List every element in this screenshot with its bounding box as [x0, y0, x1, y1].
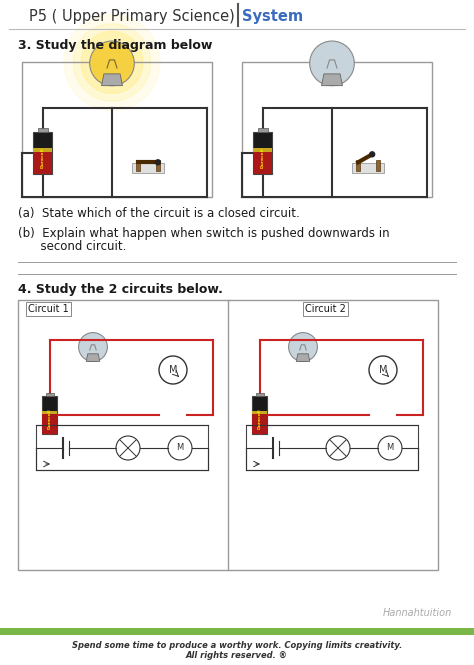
Circle shape: [73, 24, 151, 101]
Bar: [253, 411, 267, 414]
Text: M: M: [169, 365, 177, 375]
Text: (b)  Explain what happen when switch is pushed downwards in: (b) Explain what happen when switch is p…: [18, 227, 390, 239]
Text: Hannahtuition: Hannahtuition: [383, 608, 452, 618]
Bar: [34, 132, 53, 174]
Text: 4. Study the 2 circuits below.: 4. Study the 2 circuits below.: [18, 283, 223, 297]
Text: M: M: [386, 444, 393, 452]
Text: P5 ( Upper Primary Science): P5 ( Upper Primary Science): [29, 9, 235, 23]
Bar: [253, 414, 267, 434]
Text: Circuit 1: Circuit 1: [28, 304, 69, 314]
Bar: [37, 128, 48, 132]
Bar: [156, 160, 160, 172]
Text: Duracell: Duracell: [258, 408, 262, 429]
Polygon shape: [101, 74, 122, 86]
Text: Duracell: Duracell: [48, 408, 52, 429]
Text: (a)  State which of the circuit is a closed circuit.: (a) State which of the circuit is a clos…: [18, 207, 300, 219]
Text: M: M: [176, 444, 183, 452]
Polygon shape: [296, 354, 310, 361]
Text: All rights reserved. ®: All rights reserved. ®: [186, 652, 288, 660]
Bar: [137, 160, 140, 172]
Bar: [43, 414, 57, 434]
Bar: [253, 396, 267, 434]
Bar: [254, 132, 273, 174]
Bar: [0, 628, 474, 635]
Circle shape: [289, 332, 318, 361]
Bar: [242, 62, 432, 197]
Bar: [258, 128, 268, 132]
Bar: [256, 392, 264, 396]
Bar: [352, 163, 384, 174]
Circle shape: [155, 160, 160, 165]
Bar: [46, 392, 54, 396]
Bar: [36, 425, 208, 470]
Text: second circuit.: second circuit.: [18, 241, 127, 253]
Bar: [254, 152, 273, 174]
Circle shape: [370, 152, 374, 157]
Circle shape: [310, 41, 355, 86]
Bar: [132, 163, 164, 174]
Bar: [43, 411, 57, 414]
Bar: [246, 425, 418, 470]
Text: Circuit 2: Circuit 2: [305, 304, 346, 314]
Bar: [376, 160, 380, 172]
Bar: [43, 396, 57, 434]
Bar: [34, 148, 53, 152]
Text: 3. Study the diagram below: 3. Study the diagram below: [18, 39, 212, 51]
Text: M: M: [379, 365, 387, 375]
Text: System: System: [242, 9, 303, 23]
Text: Duracell: Duracell: [41, 147, 45, 168]
Bar: [34, 152, 53, 174]
Bar: [356, 160, 360, 172]
Polygon shape: [321, 74, 342, 86]
Circle shape: [79, 332, 108, 361]
Circle shape: [64, 15, 160, 110]
Circle shape: [81, 31, 143, 93]
Bar: [254, 148, 273, 152]
Polygon shape: [86, 354, 100, 361]
Circle shape: [90, 41, 134, 86]
Bar: [22, 62, 212, 197]
Bar: [18, 300, 438, 570]
Text: Spend some time to produce a worthy work. Copying limits creativity.: Spend some time to produce a worthy work…: [72, 640, 402, 650]
Text: Duracell: Duracell: [261, 147, 265, 168]
